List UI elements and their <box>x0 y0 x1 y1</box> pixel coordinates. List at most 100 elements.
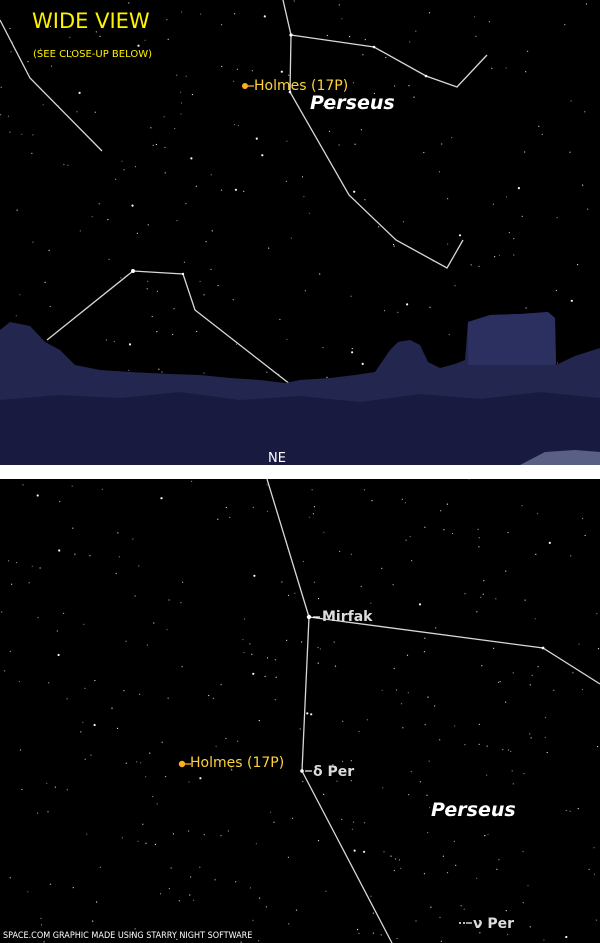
background-star <box>69 36 71 39</box>
background-star <box>164 776 167 778</box>
background-star <box>312 513 314 515</box>
background-star <box>581 688 584 691</box>
background-star <box>70 56 72 58</box>
background-star <box>164 146 166 149</box>
background-star <box>556 362 559 364</box>
background-star <box>556 217 558 219</box>
background-star <box>180 113 182 115</box>
background-star <box>419 781 421 783</box>
background-star <box>446 503 448 505</box>
background-star <box>159 893 162 895</box>
background-star <box>185 75 187 77</box>
background-star <box>163 116 165 118</box>
background-star <box>511 814 513 816</box>
background-star <box>357 928 359 931</box>
background-star <box>415 30 417 32</box>
close-sky-map <box>1 479 600 943</box>
background-star <box>578 643 580 645</box>
background-star <box>172 833 174 835</box>
background-star <box>225 506 227 509</box>
background-star <box>94 111 96 113</box>
background-star <box>351 828 353 830</box>
background-star <box>79 230 81 232</box>
background-star <box>427 832 429 834</box>
background-star <box>499 681 501 683</box>
close-highlight-stars <box>300 614 545 773</box>
background-star <box>91 216 93 218</box>
background-star <box>328 130 331 132</box>
background-star <box>429 807 431 809</box>
background-star <box>217 285 219 287</box>
background-star <box>476 611 478 613</box>
background-star <box>181 666 183 668</box>
background-star <box>174 127 176 130</box>
background-star <box>39 567 41 569</box>
star-label-nu-per: ν Per <box>473 916 515 932</box>
background-star <box>193 899 195 901</box>
background-star <box>505 910 507 912</box>
background-star <box>486 774 488 776</box>
background-star <box>381 567 383 569</box>
background-star <box>266 657 269 659</box>
background-star <box>131 204 134 207</box>
background-star <box>168 599 170 601</box>
background-star <box>274 659 276 661</box>
background-star <box>98 203 100 205</box>
background-star <box>521 215 523 217</box>
background-star <box>167 38 169 41</box>
background-star <box>306 712 309 715</box>
background-star <box>428 12 431 14</box>
background-star <box>123 690 125 692</box>
background-star <box>423 651 425 653</box>
background-star <box>510 750 512 752</box>
background-star <box>47 811 49 813</box>
background-star <box>220 24 223 26</box>
background-star <box>89 555 91 557</box>
background-star <box>43 941 45 943</box>
background-star <box>447 198 449 200</box>
background-star <box>443 529 445 531</box>
background-star <box>373 92 375 94</box>
background-star <box>203 294 205 296</box>
background-star <box>274 699 276 701</box>
star-label-mirfak: Mirfak <box>322 609 373 625</box>
background-star <box>440 940 442 942</box>
wide-view-subtitle: (SEE CLOSE-UP BELOW) <box>33 49 152 60</box>
background-star <box>527 50 529 52</box>
background-star <box>537 666 539 668</box>
background-star <box>451 532 454 535</box>
background-star <box>99 35 101 37</box>
background-star <box>210 268 212 270</box>
background-star <box>454 725 456 727</box>
background-star <box>418 603 422 606</box>
background-star <box>492 203 494 205</box>
background-star <box>477 528 479 530</box>
background-star <box>349 36 351 38</box>
background-star <box>217 518 219 520</box>
background-star <box>508 232 510 234</box>
background-star <box>117 532 119 534</box>
background-star <box>371 500 373 502</box>
background-star <box>478 537 480 539</box>
background-star <box>137 44 140 47</box>
background-star <box>290 237 292 239</box>
background-star <box>458 234 462 237</box>
background-star <box>131 933 133 936</box>
background-star <box>281 581 283 583</box>
background-star <box>90 754 92 756</box>
wide-comet-label: Holmes (17P) <box>254 78 349 94</box>
background-star <box>51 65 53 67</box>
background-star <box>183 261 185 263</box>
background-star <box>266 371 268 373</box>
background-star <box>495 598 497 600</box>
background-star <box>319 273 321 275</box>
background-star <box>203 372 205 374</box>
background-star <box>273 821 275 823</box>
background-star <box>134 928 136 930</box>
background-star <box>534 618 537 620</box>
background-star <box>360 129 362 131</box>
background-star <box>105 339 107 341</box>
background-star <box>496 868 498 870</box>
background-star <box>364 822 366 824</box>
background-star <box>522 851 524 853</box>
